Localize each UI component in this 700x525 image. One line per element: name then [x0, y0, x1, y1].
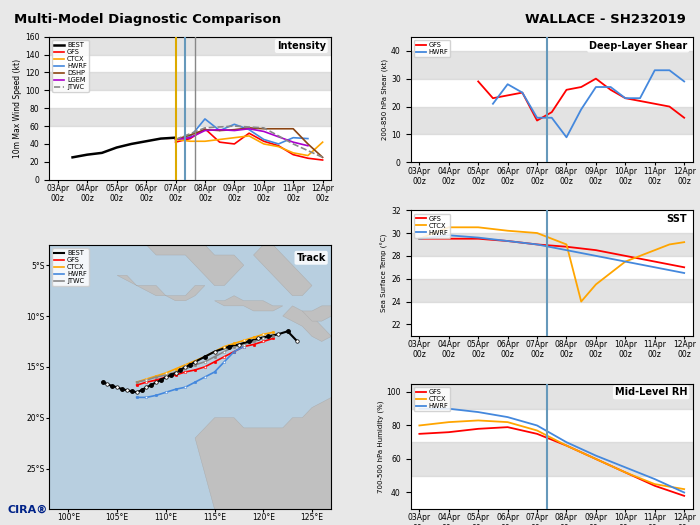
Bar — [49, 108, 332, 126]
Polygon shape — [302, 306, 332, 321]
Text: CIRA®: CIRA® — [7, 505, 48, 514]
Bar — [410, 107, 693, 134]
Legend: BEST, GFS, CTCX, HWRF, JTWC: BEST, GFS, CTCX, HWRF, JTWC — [52, 248, 89, 286]
Text: WALLACE - SH232019: WALLACE - SH232019 — [525, 13, 686, 26]
Text: Intensity: Intensity — [276, 41, 326, 51]
Bar — [410, 233, 693, 256]
Text: Multi-Model Diagnostic Comparison: Multi-Model Diagnostic Comparison — [14, 13, 281, 26]
Text: Track: Track — [296, 253, 326, 263]
Polygon shape — [215, 296, 283, 311]
Legend: BEST, GFS, CTCX, HWRF, DSHP, LGEM, JTWC: BEST, GFS, CTCX, HWRF, DSHP, LGEM, JTWC — [52, 40, 89, 92]
Y-axis label: 10m Max Wind Speed (kt): 10m Max Wind Speed (kt) — [13, 59, 22, 158]
Legend: GFS, HWRF: GFS, HWRF — [414, 40, 450, 57]
Polygon shape — [59, 225, 244, 286]
Bar — [410, 384, 693, 409]
Polygon shape — [117, 275, 205, 301]
Polygon shape — [195, 397, 332, 509]
Bar — [410, 51, 693, 79]
Bar — [410, 279, 693, 301]
Bar — [49, 72, 332, 90]
Text: Deep-Layer Shear: Deep-Layer Shear — [589, 40, 687, 50]
Text: SST: SST — [666, 214, 687, 224]
Legend: GFS, CTCX, HWRF: GFS, CTCX, HWRF — [414, 214, 450, 237]
Polygon shape — [253, 245, 312, 296]
Y-axis label: Sea Surface Temp (°C): Sea Surface Temp (°C) — [381, 234, 388, 312]
Legend: GFS, CTCX, HWRF: GFS, CTCX, HWRF — [414, 387, 450, 411]
Bar — [410, 442, 693, 476]
Text: Mid-Level RH: Mid-Level RH — [615, 387, 687, 397]
Polygon shape — [283, 306, 332, 341]
Bar — [49, 37, 332, 55]
Y-axis label: 700-500 hPa Humidity (%): 700-500 hPa Humidity (%) — [377, 400, 384, 492]
Y-axis label: 200-850 hPa Shear (kt): 200-850 hPa Shear (kt) — [382, 59, 388, 140]
